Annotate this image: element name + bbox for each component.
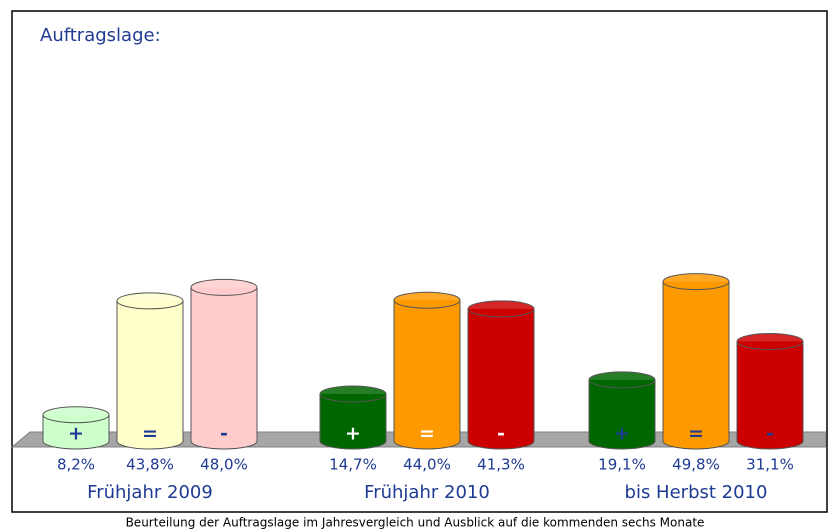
bar-symbol: - — [220, 423, 228, 445]
bar — [117, 300, 183, 441]
bar-symbol: + — [345, 423, 361, 445]
bar-top — [42, 406, 110, 424]
value-label: 19,1% — [598, 456, 646, 474]
value-label: 41,3% — [477, 456, 525, 474]
bar — [589, 379, 655, 441]
bar-top — [662, 273, 730, 291]
bar-symbol: - — [497, 423, 505, 445]
value-label: 44,0% — [403, 456, 451, 474]
bar — [737, 341, 803, 441]
bar — [394, 300, 460, 441]
category-label: bis Herbst 2010 — [625, 482, 768, 503]
value-label: 8,2% — [57, 456, 95, 474]
bar-symbol: + — [68, 423, 84, 445]
bar-top — [116, 292, 184, 310]
value-label: 48,0% — [200, 456, 248, 474]
value-label: 31,1% — [746, 456, 794, 474]
bar-symbol: = — [419, 423, 435, 445]
bar — [191, 287, 257, 441]
bar-symbol: - — [766, 423, 774, 445]
value-label: 43,8% — [126, 456, 174, 474]
bar-top — [467, 300, 535, 318]
caption: Beurteilung der Auftragslage im Jahresve… — [126, 516, 705, 530]
bar-top — [319, 385, 387, 403]
chart-title: Auftragslage: — [40, 25, 161, 46]
category-label: Frühjahr 2010 — [364, 482, 490, 503]
bar-symbol: = — [688, 423, 704, 445]
category-label: Frühjahr 2009 — [87, 482, 213, 503]
bar — [468, 308, 534, 441]
value-label: 49,8% — [672, 456, 720, 474]
bar-symbol: = — [142, 423, 158, 445]
bar-symbol: + — [614, 423, 630, 445]
value-label: 14,7% — [329, 456, 377, 474]
bar-top — [393, 291, 461, 309]
bar-top — [190, 278, 258, 296]
bar-top — [588, 371, 656, 389]
bar — [663, 281, 729, 441]
bar-top — [736, 332, 804, 350]
